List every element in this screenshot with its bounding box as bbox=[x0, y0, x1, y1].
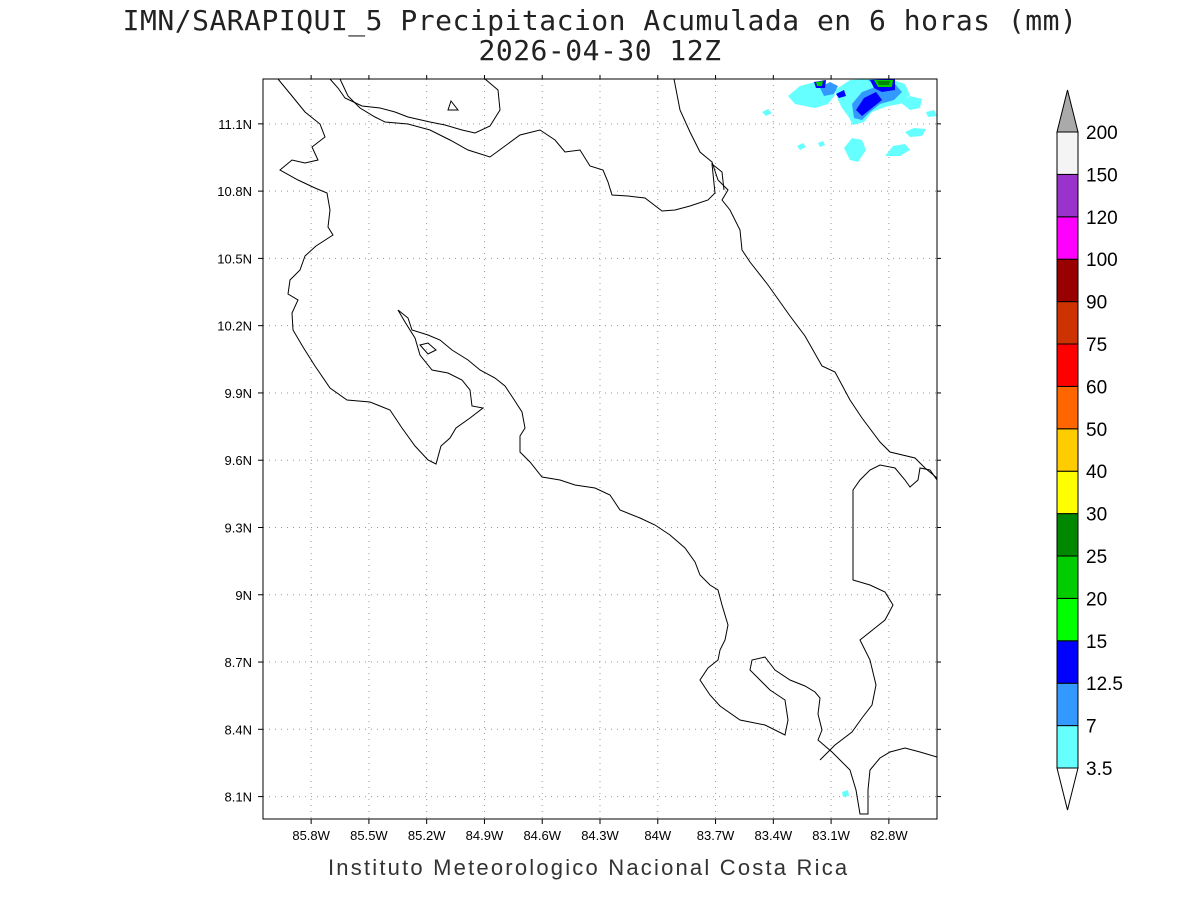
x-tick-label: 82.8W bbox=[870, 828, 908, 843]
colorbar-level-label: 75 bbox=[1086, 335, 1107, 356]
colorbar-level-label: 40 bbox=[1086, 462, 1107, 483]
x-tick-label: 85.5W bbox=[350, 828, 388, 843]
precip-blob-light bbox=[818, 141, 825, 147]
colorbar-swatch bbox=[1056, 725, 1079, 769]
colorbar-swatch bbox=[1056, 131, 1079, 175]
map-title: IMN/SARAPIQUI_5 Precipitacion Acumulada … bbox=[122, 4, 1078, 37]
colorbar-level-label: 60 bbox=[1086, 377, 1107, 398]
colorbar-swatch bbox=[1056, 513, 1079, 557]
x-tick-label: 84.9W bbox=[466, 828, 504, 843]
x-tick-label: 85.2W bbox=[408, 828, 446, 843]
y-tick-label: 8.7N bbox=[225, 655, 252, 670]
lake-nicaragua-shore bbox=[329, 79, 501, 134]
colorbar-level-label: 120 bbox=[1086, 208, 1118, 229]
y-tick-label: 9N bbox=[235, 588, 252, 603]
colorbar-swatch bbox=[1056, 343, 1079, 387]
colorbar-swatch bbox=[1056, 258, 1079, 303]
precip-blob-veryheavy bbox=[816, 81, 823, 86]
precip-blob-light bbox=[905, 128, 926, 137]
caribbean-coast bbox=[673, 79, 937, 479]
colorbar-level-label: 20 bbox=[1086, 589, 1107, 610]
panama-border bbox=[819, 464, 937, 761]
colorbar-level-label: 7 bbox=[1086, 717, 1097, 738]
x-tick-label: 83.4W bbox=[755, 828, 793, 843]
colorbar-legend: 3.5 7 12.5 15 20 25 30 40 50 60 75 90 100 120 150 200 bbox=[1056, 89, 1123, 811]
y-tick-label: 9.9N bbox=[225, 386, 252, 401]
precip-blob-heavy bbox=[836, 90, 846, 98]
precip-blob-heavy bbox=[856, 92, 882, 116]
colorbar-swatch bbox=[1056, 555, 1079, 599]
costa-rica-outline bbox=[277, 79, 937, 815]
colorbar-min-arrow bbox=[1056, 767, 1079, 811]
x-tick-label: 84.3W bbox=[581, 828, 619, 843]
colorbar-level-label: 3.5 bbox=[1086, 759, 1112, 780]
colorbar-level-label: 25 bbox=[1086, 547, 1107, 568]
y-tick-label: 10.8N bbox=[217, 184, 252, 199]
precip-blob-light bbox=[762, 109, 772, 116]
y-tick-label: 9.6N bbox=[225, 453, 252, 468]
colorbar-swatch bbox=[1056, 216, 1079, 260]
precip-blob-light bbox=[926, 110, 937, 117]
colorbar-swatch bbox=[1056, 597, 1079, 642]
precip-blob-light bbox=[844, 138, 866, 162]
y-tick-label: 9.3N bbox=[225, 520, 252, 535]
colorbar-swatch bbox=[1056, 301, 1079, 345]
colorbar-level-label: 200 bbox=[1086, 123, 1118, 144]
colorbar-swatch bbox=[1056, 682, 1079, 727]
y-tick-label: 11.1N bbox=[218, 117, 252, 132]
colorbar-swatch bbox=[1056, 385, 1079, 430]
x-tick-label: 83.7W bbox=[697, 828, 735, 843]
precip-blob-light bbox=[797, 143, 806, 150]
x-tick-label: 85.8W bbox=[292, 828, 330, 843]
footer-credit: Instituto Meteorologico Nacional Costa R… bbox=[328, 855, 850, 880]
colorbar-swatch bbox=[1056, 173, 1079, 218]
x-axis: 85.8W 85.5W 85.2W 84.9W 84.6W 84.3W 84W 83.7W 83… bbox=[292, 75, 908, 843]
map-valid-time: 2026-04-30 12Z bbox=[478, 34, 722, 67]
nicoya-inner bbox=[419, 342, 437, 355]
colorbar-level-label: 50 bbox=[1086, 420, 1107, 441]
y-tick-label: 8.4N bbox=[225, 722, 252, 737]
y-tick-label: 8.1N bbox=[225, 790, 252, 805]
x-tick-label: 83.1W bbox=[812, 828, 850, 843]
coastlines-borders bbox=[277, 79, 937, 815]
precip-blob-light bbox=[900, 96, 922, 110]
nicaragua-border bbox=[339, 79, 725, 212]
colorbar-max-arrow bbox=[1056, 89, 1079, 133]
island bbox=[447, 99, 460, 111]
x-tick-label: 84W bbox=[644, 828, 671, 843]
x-tick-label: 84.6W bbox=[523, 828, 561, 843]
precip-blob-core bbox=[877, 81, 890, 85]
colorbar-swatch bbox=[1056, 640, 1079, 684]
colorbar-level-label: 12.5 bbox=[1086, 674, 1123, 695]
colorbar-swatch bbox=[1056, 470, 1079, 515]
colorbar-level-label: 15 bbox=[1086, 632, 1107, 653]
precip-blob-light bbox=[842, 790, 849, 797]
graticule bbox=[263, 79, 937, 819]
colorbar-level-label: 90 bbox=[1086, 293, 1107, 314]
y-tick-label: 10.2N bbox=[217, 319, 252, 334]
colorbar-level-label: 150 bbox=[1086, 165, 1118, 186]
y-axis: 8.1N 8.4N 8.7N 9N 9.3N 9.6N 9.9N 10.2N 10.5N 10.8… bbox=[217, 117, 941, 805]
precipitation-areas bbox=[762, 79, 937, 797]
y-tick-label: 10.5N bbox=[217, 251, 252, 266]
map-frame bbox=[262, 78, 938, 820]
colorbar-level-label: 30 bbox=[1086, 505, 1107, 526]
colorbar-level-label: 100 bbox=[1086, 250, 1118, 271]
precip-blob-light bbox=[885, 144, 910, 156]
colorbar-swatch bbox=[1056, 428, 1079, 472]
